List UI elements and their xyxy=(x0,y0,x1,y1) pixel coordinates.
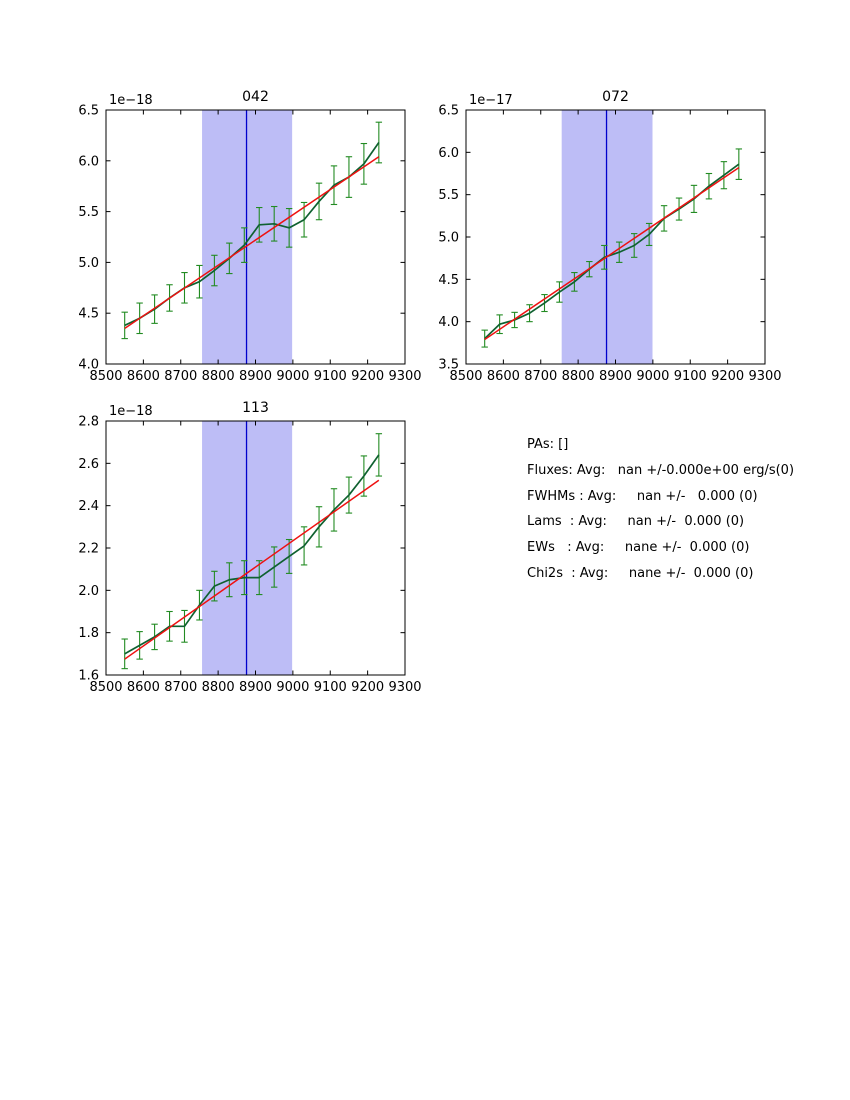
x-tick-label: 8500 xyxy=(89,680,122,695)
x-tick-label: 8600 xyxy=(486,369,519,384)
x-tick-label: 8500 xyxy=(89,369,122,384)
x-tick-label: 8600 xyxy=(127,680,160,695)
x-tick-label: 9000 xyxy=(636,369,669,384)
x-tick-label: 8900 xyxy=(239,680,272,695)
y-tick-label: 4.0 xyxy=(438,315,459,330)
stats-line-fwhms: FWHMs : Avg: nan +/- 0.000 (0) xyxy=(527,488,758,504)
x-tick-label: 9100 xyxy=(314,369,347,384)
x-tick-label: 8700 xyxy=(524,369,557,384)
chart-title: 042 xyxy=(242,89,269,105)
x-tick-label: 9000 xyxy=(276,680,309,695)
y-tick-label: 6.0 xyxy=(438,146,459,161)
chart-title: 072 xyxy=(602,89,629,105)
y-tick-label: 6.5 xyxy=(78,104,99,119)
y-tick-label: 2.0 xyxy=(78,584,99,599)
x-tick-label: 8700 xyxy=(164,680,197,695)
y-tick-label: 6.0 xyxy=(78,154,99,169)
x-tick-label: 9000 xyxy=(276,369,309,384)
x-tick-label: 8800 xyxy=(202,680,235,695)
x-tick-label: 9300 xyxy=(388,369,421,384)
x-tick-label: 8500 xyxy=(449,369,482,384)
x-tick-label: 9300 xyxy=(748,369,781,384)
y-tick-label: 1.6 xyxy=(78,669,99,684)
fit-line xyxy=(124,479,380,660)
stats-line-lams: Lams : Avg: nan +/- 0.000 (0) xyxy=(527,514,745,530)
x-tick-label: 8600 xyxy=(127,369,160,384)
y-offset-label: 1e−17 xyxy=(469,93,513,108)
chart-title: 113 xyxy=(242,400,269,416)
tick-labels: 8500 8600 8700 8800 8900 9000 9100 9200 9300 1.6 1… xyxy=(78,415,421,696)
y-tick-label: 6.5 xyxy=(438,104,459,119)
ticks xyxy=(465,109,765,365)
ticks xyxy=(105,420,406,676)
ticks xyxy=(105,109,406,365)
x-tick-label: 8800 xyxy=(561,369,594,384)
fit-line xyxy=(483,166,739,341)
chart-042: 8500 8600 8700 8800 8900 9000 9100 9200 9300 4.0 4… xyxy=(40,80,450,396)
tick-labels: 8500 8600 8700 8800 8900 9000 9100 9200 9300 3.5 4… xyxy=(438,104,781,385)
x-tick-label: 9300 xyxy=(388,680,421,695)
x-tick-label: 9100 xyxy=(314,680,347,695)
x-tick-label: 8800 xyxy=(202,369,235,384)
fit-line xyxy=(124,156,380,330)
x-tick-label: 8700 xyxy=(164,369,197,384)
y-tick-label: 2.2 xyxy=(78,542,99,557)
tick-labels: 8500 8600 8700 8800 8900 9000 9100 9200 9300 4.0 4… xyxy=(78,104,421,385)
chart-072: 8500 8600 8700 8800 8900 9000 9100 9200 9300 3.5 4… xyxy=(400,80,810,396)
y-tick-label: 4.5 xyxy=(78,307,99,322)
y-tick-label: 3.5 xyxy=(438,358,459,373)
y-tick-label: 5.5 xyxy=(78,205,99,220)
spectrum-line xyxy=(124,454,380,655)
y-tick-label: 5.0 xyxy=(438,231,459,246)
y-tick-label: 1.8 xyxy=(78,626,99,641)
x-tick-label: 8900 xyxy=(239,369,272,384)
y-offset-label: 1e−18 xyxy=(109,404,153,419)
y-tick-label: 4.5 xyxy=(438,273,459,288)
chart-113: 8500 8600 8700 8800 8900 9000 9100 9200 9300 1.6 1… xyxy=(40,391,450,707)
stats-panel: PAs: [] Fluxes: Avg: nan +/-0.000e+00 er… xyxy=(527,432,794,587)
y-tick-label: 4.0 xyxy=(78,358,99,373)
y-tick-label: 5.0 xyxy=(78,256,99,271)
y-tick-label: 2.4 xyxy=(78,499,99,514)
y-offset-label: 1e−18 xyxy=(109,93,153,108)
x-tick-label: 9200 xyxy=(711,369,744,384)
x-tick-label: 9100 xyxy=(673,369,706,384)
y-tick-label: 2.8 xyxy=(78,415,99,430)
stats-line-chi2s: Chi2s : Avg: nane +/- 0.000 (0) xyxy=(527,565,754,581)
x-tick-label: 8900 xyxy=(598,369,631,384)
y-tick-label: 5.5 xyxy=(438,188,459,203)
stats-line-fluxes: Fluxes: Avg: nan +/-0.000e+00 erg/s(0) xyxy=(527,462,795,478)
stats-line-pas: PAs: [] xyxy=(527,437,569,452)
stats-line-ews: EWs : Avg: nane +/- 0.000 (0) xyxy=(527,540,750,556)
y-tick-label: 2.6 xyxy=(78,457,99,472)
x-tick-label: 9200 xyxy=(351,369,384,384)
x-tick-label: 9200 xyxy=(351,680,384,695)
